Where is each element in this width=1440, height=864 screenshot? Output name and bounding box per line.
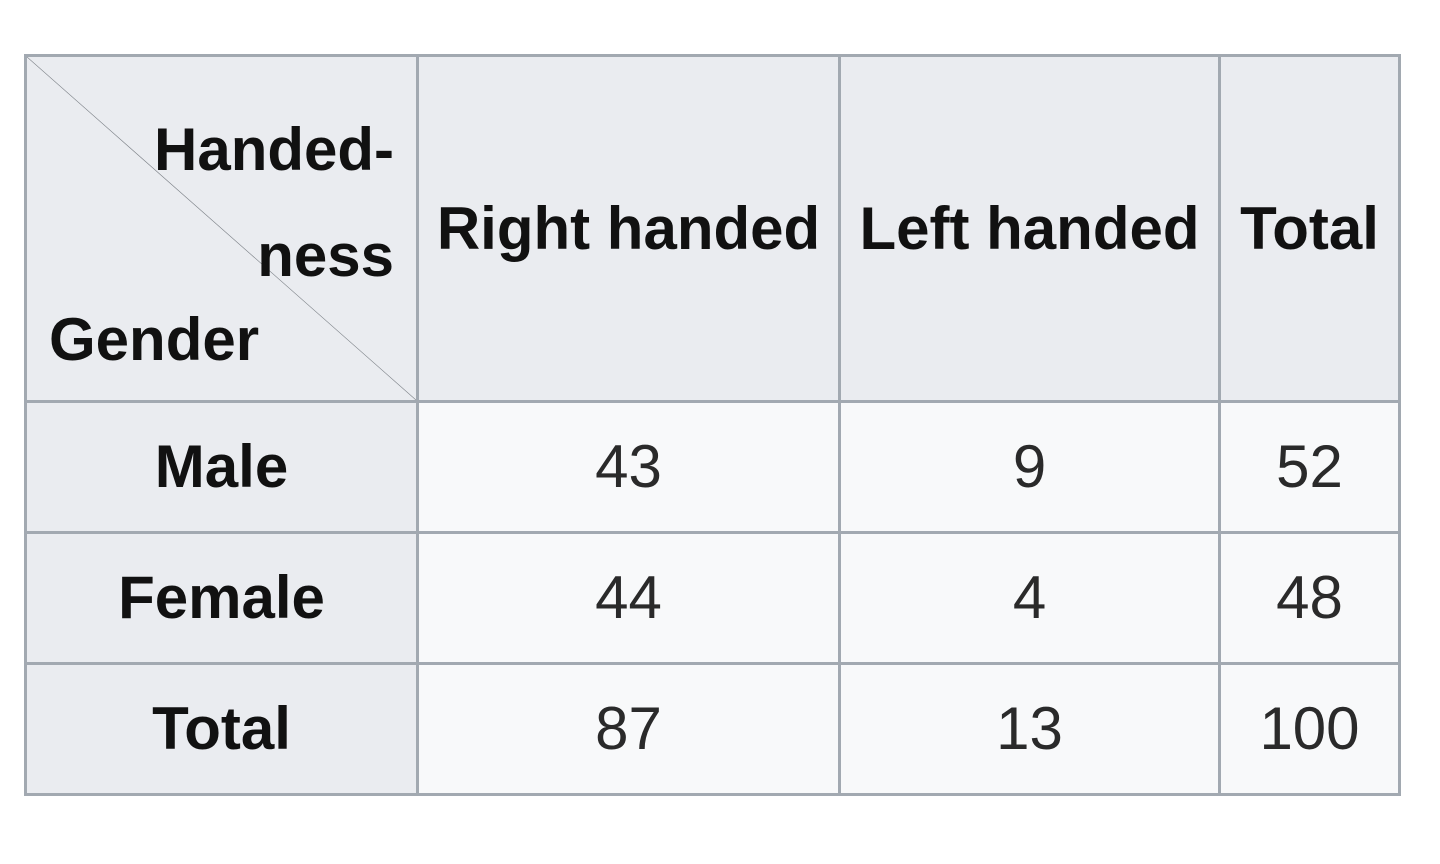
- column-header-left-handed: Left handed: [838, 54, 1221, 403]
- row-variable-label: Gender: [49, 306, 260, 373]
- column-header-total: Total: [1218, 54, 1401, 403]
- cell-male-total: 52: [1218, 400, 1401, 534]
- cell-total-right-handed: 87: [416, 662, 841, 796]
- column-header-right-handed: Right handed: [416, 54, 841, 403]
- cell-female-left-handed: 4: [838, 531, 1221, 665]
- column-variable-line1: Handed-: [154, 116, 394, 183]
- diagonal-divider: [27, 57, 416, 400]
- table-row-male: Male 43 9 52: [24, 400, 1401, 534]
- contingency-table-container: Handed-ness Gender Right handed Left han…: [24, 54, 1401, 796]
- corner-header-cell: Handed-ness Gender: [24, 54, 419, 403]
- cell-grand-total: 100: [1218, 662, 1401, 796]
- cell-male-left-handed: 9: [838, 400, 1221, 534]
- table-row-total: Total 87 13 100: [24, 662, 1401, 796]
- contingency-table: Handed-ness Gender Right handed Left han…: [24, 54, 1401, 796]
- column-variable-label: Handed-ness: [134, 97, 394, 309]
- column-variable-line2: ness: [257, 222, 394, 289]
- header-row: Handed-ness Gender Right handed Left han…: [24, 54, 1401, 403]
- row-header-total: Total: [24, 662, 419, 796]
- cell-male-right-handed: 43: [416, 400, 841, 534]
- row-header-female: Female: [24, 531, 419, 665]
- cell-female-right-handed: 44: [416, 531, 841, 665]
- cell-total-left-handed: 13: [838, 662, 1221, 796]
- cell-female-total: 48: [1218, 531, 1401, 665]
- row-header-male: Male: [24, 400, 419, 534]
- table-row-female: Female 44 4 48: [24, 531, 1401, 665]
